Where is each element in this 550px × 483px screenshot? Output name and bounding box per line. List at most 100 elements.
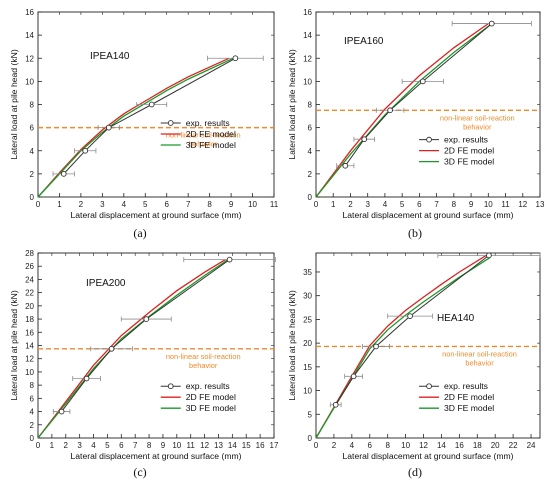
x-tick-label: 0 xyxy=(314,200,319,209)
data-point-exp xyxy=(407,313,413,319)
threshold-annotation: non-linear soil-reaction xyxy=(166,131,241,140)
threshold-annotation: non-linear soil-reaction xyxy=(440,113,515,122)
x-tick-label: 4 xyxy=(383,200,388,209)
data-point-exp xyxy=(232,55,239,62)
legend-marker xyxy=(426,383,432,390)
panel-caption: (a) xyxy=(133,226,146,240)
profile-name: IPEA160 xyxy=(344,36,384,47)
legend-label: 3D FE model xyxy=(444,157,494,167)
x-tick-label: 12 xyxy=(518,200,527,209)
y-tick-label: 16 xyxy=(25,328,34,337)
data-point-exp xyxy=(148,101,155,108)
data-point-exp xyxy=(387,107,393,114)
legend-label: 2D FE model xyxy=(186,129,236,139)
y-axis-title: Lateral load at pile head (kN) xyxy=(287,290,297,400)
x-tick-label: 8 xyxy=(147,441,152,450)
y-tick-label: 15 xyxy=(303,363,312,372)
x-tick-label: 17 xyxy=(270,441,279,450)
series-line-2d-fe xyxy=(37,57,230,198)
y-tick-label: 4 xyxy=(308,147,313,156)
x-tick-label: 22 xyxy=(509,441,518,450)
data-point-exp xyxy=(83,375,90,382)
x-tick-label: 1 xyxy=(50,441,55,450)
data-point-exp xyxy=(143,316,150,322)
legend-label: 3D FE model xyxy=(444,403,494,413)
y-tick-label: 12 xyxy=(303,54,312,63)
series-line-2d-fe xyxy=(315,254,487,439)
legend-label: 2D FE model xyxy=(444,146,494,156)
x-tick-label: 16 xyxy=(256,441,265,450)
x-tick-label: 5 xyxy=(105,441,110,450)
x-tick-label: 8 xyxy=(207,200,212,209)
x-tick-label: 0 xyxy=(36,441,41,450)
y-tick-label: 5 xyxy=(308,410,313,419)
x-tick-label: 6 xyxy=(165,200,170,209)
series-line-3d-fe xyxy=(315,23,493,198)
x-tick-label: 13 xyxy=(214,441,223,450)
legend-label: exp. results xyxy=(444,381,488,391)
x-tick-label: 0 xyxy=(36,200,41,209)
panel-caption: (b) xyxy=(408,226,422,240)
data-point-exp xyxy=(60,171,67,177)
data-point-exp xyxy=(373,343,379,350)
data-point-exp xyxy=(58,408,65,415)
data-point-exp xyxy=(486,252,492,259)
y-tick-label: 6 xyxy=(308,124,313,133)
x-tick-label: 20 xyxy=(491,441,500,450)
threshold-annotation: behavior xyxy=(465,358,494,367)
x-tick-label: 9 xyxy=(161,441,166,450)
plot-frame xyxy=(315,252,541,439)
data-point-exp xyxy=(226,256,233,263)
y-tick-label: 8 xyxy=(308,101,313,110)
x-tick-label: 4 xyxy=(91,441,96,450)
series-line-3d-fe xyxy=(37,259,229,439)
y-tick-label: 24 xyxy=(25,275,34,284)
y-tick-label: 8 xyxy=(30,101,35,110)
x-tick-label: 2 xyxy=(79,200,84,209)
y-tick-label: 2 xyxy=(308,170,313,179)
x-tick-label: 6 xyxy=(417,200,422,209)
data-point-exp xyxy=(488,20,495,27)
y-tick-label: 28 xyxy=(25,249,34,258)
y-tick-label: 10 xyxy=(303,77,312,86)
x-tick-label: 7 xyxy=(133,441,138,450)
x-tick-label: 13 xyxy=(536,200,545,209)
x-axis-title: Lateral displacement at ground surface (… xyxy=(71,210,242,220)
x-tick-label: 3 xyxy=(100,200,105,209)
y-tick-label: 16 xyxy=(25,8,34,17)
data-point-exp xyxy=(350,373,357,380)
y-tick-label: 16 xyxy=(303,8,312,17)
x-tick-label: 4 xyxy=(122,200,127,209)
data-point-exp xyxy=(108,345,115,352)
series-line-3d-fe xyxy=(37,57,234,198)
x-tick-label: 9 xyxy=(229,200,234,209)
x-tick-label: 3 xyxy=(365,200,370,209)
x-tick-label: 1 xyxy=(331,200,336,209)
x-tick-label: 3 xyxy=(77,441,82,450)
x-tick-label: 6 xyxy=(368,441,373,450)
x-tick-label: 14 xyxy=(228,441,237,450)
y-tick-label: 14 xyxy=(303,31,312,40)
data-point-exp xyxy=(419,78,426,85)
y-tick-label: 10 xyxy=(25,368,34,377)
y-tick-label: 30 xyxy=(303,292,312,301)
x-tick-label: 14 xyxy=(437,441,446,450)
profile-name: IPEA140 xyxy=(90,51,130,62)
threshold-annotation: behavior xyxy=(463,122,492,131)
y-tick-label: 0 xyxy=(308,434,313,443)
y-tick-label: 2 xyxy=(30,170,35,179)
y-tick-label: 35 xyxy=(303,268,312,277)
x-tick-label: 10 xyxy=(484,200,493,209)
x-tick-label: 10 xyxy=(172,441,181,450)
y-tick-label: 20 xyxy=(25,302,34,311)
panel-caption: (d) xyxy=(408,465,422,479)
profile-name: HEA140 xyxy=(437,313,475,324)
data-point-exp xyxy=(332,401,339,408)
x-axis-title: Lateral displacement at ground surface (… xyxy=(343,451,514,461)
x-tick-label: 11 xyxy=(501,200,510,209)
panel-caption: (c) xyxy=(133,465,146,479)
legend-label: exp. results xyxy=(444,135,488,145)
threshold-annotation: behavior xyxy=(189,140,218,149)
